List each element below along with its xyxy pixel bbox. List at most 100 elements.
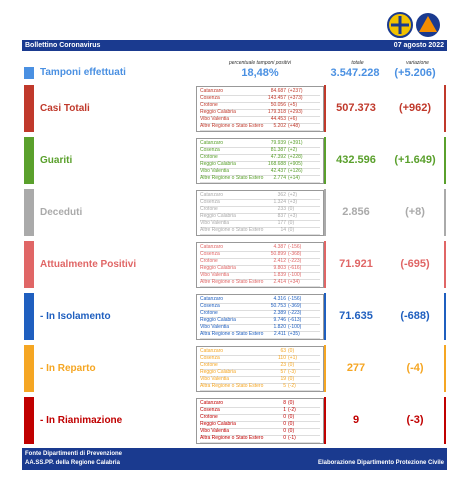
province: Reggio Calabria <box>200 161 236 167</box>
province-total: 1 <box>283 407 286 413</box>
province-total: 177 <box>277 220 286 226</box>
detail-row: Cosenza 143.457 (+373) <box>200 95 320 103</box>
province-change: (0) <box>288 348 295 354</box>
section-label: - In Isolamento <box>40 311 111 322</box>
province-change: (+2) <box>288 192 298 198</box>
detail-row: Vibo Valentia 1.820 (-100) <box>200 324 320 332</box>
province: Vibo Valentia <box>200 324 230 330</box>
province: Altre Regione o Stato Estero <box>200 123 264 129</box>
detail-row: Cosenza 50.753 (-369) <box>200 303 320 311</box>
province: Catanzaro <box>200 88 224 94</box>
province: Catanzaro <box>200 244 224 250</box>
detail-row: Reggio Calabria 0 (0) <box>200 421 320 429</box>
section-total: 277 <box>346 362 366 374</box>
province-total: 9.803 <box>273 265 286 271</box>
province-change: (-223) <box>288 258 302 264</box>
province-total: 143.457 <box>267 95 286 101</box>
province: Vibo Valentia <box>200 168 230 174</box>
province-total: 362 <box>277 192 286 198</box>
province: Crotone <box>200 258 218 264</box>
province: Vibo Valentia <box>200 428 230 434</box>
detail-row: Reggio Calabria 837 (+3) <box>200 213 320 221</box>
province-total: 2.774 <box>273 175 286 181</box>
province-total: 4.316 <box>273 296 286 302</box>
logos <box>387 12 440 38</box>
detail-row: Altra Regione o Stato Estero 5 (-2) <box>200 383 320 391</box>
province: Altra Regione o Stato Estero <box>200 331 264 337</box>
detail-row: Crotone 50.056 (+5) <box>200 102 320 110</box>
province-change: (+391) <box>288 140 303 146</box>
province-change: (+373) <box>288 95 303 101</box>
detail-row: Vibo Valentia 177 (0) <box>200 220 320 228</box>
footer-source: AA.SS.PP. della Regione Calabria <box>25 460 120 466</box>
province-total: 2.389 <box>273 310 286 316</box>
section-label: Attualmente Positivi <box>40 259 137 270</box>
province: Altre Regione o Stato Estero <box>200 279 264 285</box>
detail-row: Reggio Calabria 168.688 (+905) <box>200 161 320 169</box>
province-total: 84.687 <box>270 88 286 94</box>
section-change: (-695) <box>400 258 430 270</box>
detail-row: Catanzaro 84.687 (+237) <box>200 88 320 96</box>
detail-row: Reggio Calabria 9.746 (-613) <box>200 317 320 325</box>
detail-row: Crotone 2.389 (-223) <box>200 310 320 318</box>
divider <box>324 293 326 340</box>
province-change: (-616) <box>288 265 302 271</box>
detail-box: Catanzaro 4.316 (-156) Cosenza 50.753 (-369) C… <box>196 294 324 340</box>
divider <box>444 345 446 392</box>
detail-row: Catanzaro 4.387 (-156) <box>200 244 320 252</box>
province: Altra Regione o Stato Estero <box>200 435 264 441</box>
detail-box: Catanzaro 4.387 (-156) Cosenza 50.899 (-368) C… <box>196 242 324 288</box>
detail-row: Catanzaro 362 (+2) <box>200 192 320 200</box>
divider <box>444 293 446 340</box>
province: Crotone <box>200 154 218 160</box>
province: Altre Regione o Stato Estero <box>200 227 264 233</box>
province-total: 2.411 <box>273 331 286 337</box>
detail-row: Reggio Calabria 179.318 (+293) <box>200 109 320 117</box>
province: Crotone <box>200 414 218 420</box>
province: Altra Regione o Stato Estero <box>200 383 264 389</box>
province: Crotone <box>200 206 218 212</box>
detail-box: Catanzaro 79.939 (+391) Cosenza 81.387 (+2) Cr… <box>196 138 324 184</box>
province: Catanzaro <box>200 192 224 198</box>
marker <box>24 241 34 288</box>
col-header: percentuale tamponi positivi <box>229 60 291 66</box>
province-change: (+5) <box>288 102 298 108</box>
divider <box>324 85 326 132</box>
province-change: (-613) <box>288 317 302 323</box>
province-change: (+6) <box>288 116 298 122</box>
detail-box: Catanzaro 8 (0) Cosenza 1 (-2) Crotone 0 (0) Regg… <box>196 398 324 444</box>
province: Catanzaro <box>200 140 224 146</box>
section-change: (-4) <box>406 362 424 374</box>
tamponi-percent: 18,48% <box>241 67 279 79</box>
province-total: 179.318 <box>267 109 286 115</box>
province: Cosenza <box>200 95 220 101</box>
title: Bollettino Coronavirus <box>25 42 101 49</box>
section-total: 9 <box>352 414 360 426</box>
detail-row: Crotone 47.392 (+228) <box>200 154 320 162</box>
detail-box: Catanzaro 63 (0) Cosenza 110 (+1) Crotone 23 (0)… <box>196 346 324 392</box>
marker <box>24 67 34 79</box>
province-total: 79.939 <box>270 140 286 146</box>
divider <box>324 189 326 236</box>
province-change: (0) <box>288 362 295 368</box>
marker <box>24 345 34 392</box>
province: Reggio Calabria <box>200 109 236 115</box>
province: Cosenza <box>200 355 220 361</box>
detail-row: Vibo Valentia 42.437 (+126) <box>200 168 320 176</box>
province-change: (+14) <box>288 175 300 181</box>
section-change: (-3) <box>406 414 424 426</box>
province-total: 2.414 <box>273 279 286 285</box>
section-label: - In Reparto <box>40 363 96 374</box>
section-change: (-688) <box>400 310 430 322</box>
province-total: 4.387 <box>273 244 286 250</box>
province-total: 233 <box>277 206 286 212</box>
detail-row: Cosenza 50.899 (-368) <box>200 251 320 259</box>
province-change: (0) <box>288 376 295 382</box>
section-change: (+962) <box>398 102 432 114</box>
province: Vibo Valentia <box>200 116 230 122</box>
detail-box: Catanzaro 362 (+2) Cosenza 1.324 (+3) Crotone 2… <box>196 190 324 236</box>
province-total: 63 <box>280 348 286 354</box>
province-total: 5.202 <box>273 123 286 129</box>
province-change: (+34) <box>288 279 300 285</box>
